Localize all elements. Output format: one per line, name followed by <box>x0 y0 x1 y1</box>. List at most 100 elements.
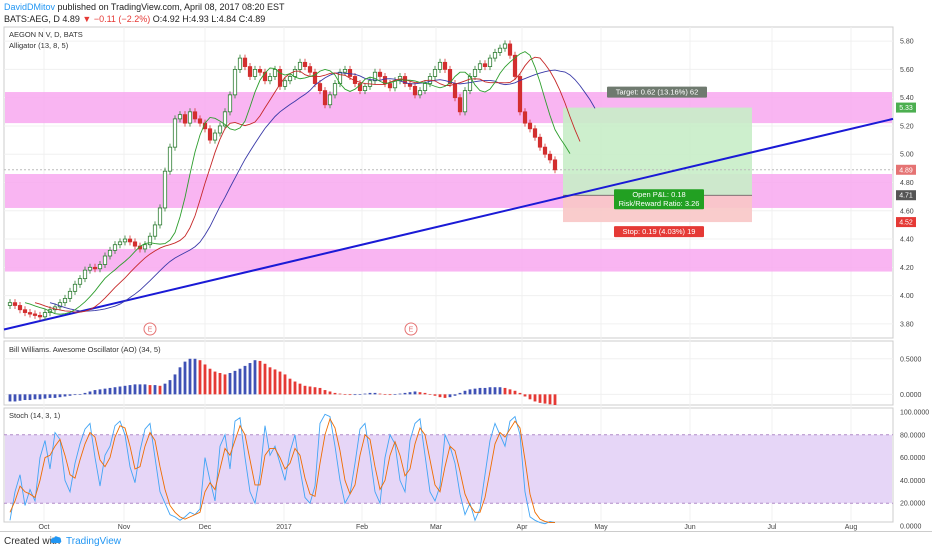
candle <box>22 309 28 313</box>
candle <box>162 170 168 209</box>
earnings-event-icon[interactable] <box>143 322 157 336</box>
price-tag <box>896 190 916 201</box>
symbol: BATS:AEG, D <box>4 14 60 24</box>
ao-bar <box>508 389 512 395</box>
ao-bar <box>343 394 347 395</box>
x-tick-label: Apr <box>517 524 529 531</box>
stop-label: Stop: 0.19 (4.03%) 19 <box>623 227 696 236</box>
ao-bar <box>43 394 47 399</box>
candle <box>87 266 93 271</box>
price-tag-label: 4.71 <box>899 193 913 200</box>
resistance-zone <box>5 92 892 124</box>
ao-bar <box>353 394 357 396</box>
stoch-title: Stoch (14, 3, 1) <box>9 411 61 420</box>
ao-bar <box>118 386 122 395</box>
price-tag <box>896 217 916 228</box>
price-tag-label: 4.52 <box>899 220 913 227</box>
ao-bar <box>308 386 312 395</box>
x-tick-label: Jun <box>684 524 695 531</box>
candle <box>512 54 518 77</box>
candle <box>7 302 13 306</box>
ao-bar <box>113 387 117 395</box>
ao-bar <box>548 394 552 405</box>
chart-title: AEGON N V, D, BATS <box>9 30 83 39</box>
ao-bar <box>83 392 87 395</box>
ao-bar <box>258 360 262 395</box>
candle <box>112 244 118 251</box>
open-pnl-label-box <box>614 189 704 201</box>
trend-line[interactable] <box>3 117 894 331</box>
candle <box>187 111 193 124</box>
candle <box>247 66 253 77</box>
ao-bar <box>228 373 232 395</box>
ao-bar <box>293 381 297 395</box>
ao-bar <box>288 378 292 395</box>
price-tag-label: 4.89 <box>899 167 913 174</box>
tradingview-link[interactable]: TradingView <box>66 536 122 547</box>
candle <box>542 146 548 155</box>
chart-canvas[interactable]: Oct Nov Dec 2017 Feb Mar Apr May Jun Jul Aug 5.80 5.… <box>0 26 932 531</box>
y-tick-label: 4.00 <box>900 293 914 300</box>
ao-panel <box>3 340 894 406</box>
candle <box>362 85 368 92</box>
candle <box>217 125 223 134</box>
indicator-label: Alligator (13, 8, 5) <box>9 41 69 50</box>
candle <box>97 264 103 270</box>
ao-bar <box>153 385 157 395</box>
resistance-zone <box>5 174 892 208</box>
y-tick-label: 5.40 <box>900 95 914 102</box>
candle <box>107 249 113 257</box>
ao-bar <box>433 394 437 396</box>
candle <box>207 128 213 141</box>
ao-bar <box>93 390 97 395</box>
candle <box>552 159 558 171</box>
y-tick-label: 5.60 <box>900 67 914 74</box>
ao-bar <box>178 367 182 395</box>
created-with-label: Created with <box>4 536 61 547</box>
ao-bar <box>503 387 507 395</box>
ao-bar <box>403 392 407 395</box>
candle <box>482 63 488 67</box>
candle <box>302 61 308 67</box>
ao-bar <box>88 391 92 395</box>
x-tick-label: Jul <box>768 524 777 531</box>
candle <box>472 69 478 77</box>
ao-bar <box>23 394 27 401</box>
earnings-event-label: E <box>409 327 414 334</box>
ao-bar <box>203 364 207 395</box>
candle <box>12 302 18 306</box>
candle <box>242 57 248 67</box>
target-label: Target: 0.62 (13.16%) 62 <box>616 88 699 97</box>
y-tick-label: 5.20 <box>900 123 914 130</box>
candle <box>497 47 503 53</box>
candle <box>437 61 443 70</box>
earnings-event-icon[interactable] <box>404 322 418 336</box>
open-pnl-label: Open P&L: 0.18 <box>632 190 685 199</box>
candle <box>422 83 428 92</box>
ao-bar <box>108 387 112 395</box>
ao-bar <box>318 387 322 395</box>
ao-bar <box>158 385 162 395</box>
target-zone[interactable] <box>563 107 752 196</box>
y-tick-label: 4.80 <box>900 180 914 187</box>
ao-bar <box>543 394 547 404</box>
y-tick-label: 4.40 <box>900 237 914 244</box>
ao-bar <box>518 392 522 395</box>
author-link[interactable]: DavidDMitov <box>4 2 56 12</box>
candle <box>77 278 83 285</box>
ao-bar <box>423 392 427 395</box>
candle <box>307 66 313 73</box>
candle <box>502 43 508 49</box>
candle <box>252 69 258 77</box>
ao-bar <box>488 387 492 395</box>
candle <box>412 85 418 96</box>
ao-bar <box>148 385 152 395</box>
ao-bar <box>78 394 82 395</box>
price-tag <box>896 102 916 113</box>
candle <box>527 122 533 130</box>
candle <box>372 71 378 82</box>
ao-bar <box>163 383 167 395</box>
ao-bar <box>238 368 242 395</box>
ao-bar <box>313 387 317 395</box>
ao-bar <box>363 393 367 395</box>
